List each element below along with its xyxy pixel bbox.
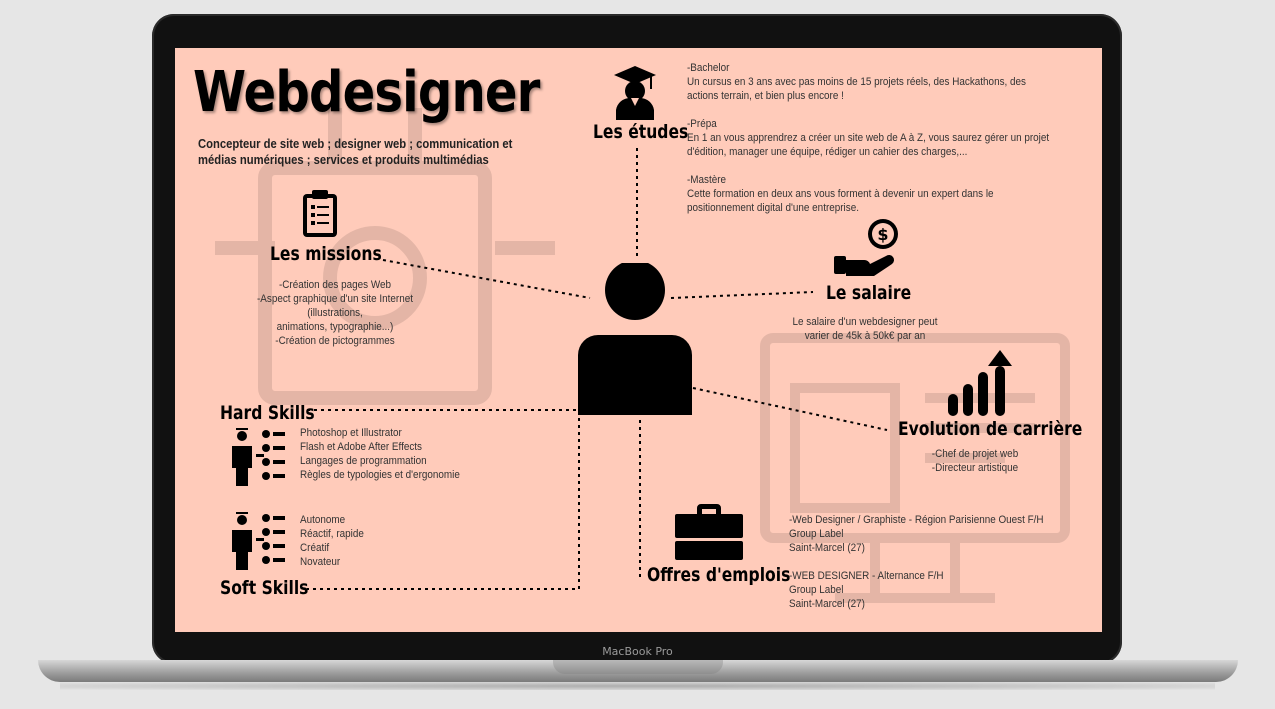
etudes-text: -Bachelor Un cursus en 3 ans avec pas mo… — [687, 62, 1050, 214]
connector-salaire — [670, 291, 814, 299]
offre-1: -Web Designer / Graphiste - Région Paris… — [789, 514, 1044, 554]
page-subtitle: Concepteur de site web ; designer web ; … — [198, 137, 513, 167]
salaire-text: Le salaire d'un webdesigner peut varier … — [792, 316, 938, 342]
hard-skills-text: Photoshop et Illustrator Flash et Adobe … — [300, 427, 460, 481]
salaire-heading: Le salaire — [826, 282, 912, 304]
offres-heading: Offres d'emplois — [647, 564, 791, 586]
hard-skills-icon — [232, 428, 285, 486]
evolution-text: -Chef de projet web -Directeur artistiqu… — [931, 448, 1019, 474]
connector-missions — [382, 259, 591, 299]
connector-lines — [307, 148, 888, 590]
person-icon — [578, 263, 692, 415]
missions-heading: Les missions — [270, 243, 382, 265]
connector-evolution — [692, 387, 888, 431]
growth-chart-icon — [948, 350, 1012, 416]
etudes-heading: Les études — [593, 121, 689, 143]
svg-text:$: $ — [877, 225, 888, 244]
infographic-screen: Webdesigner Concepteur de site web ; des… — [175, 48, 1102, 632]
missions-text: -Création des pages Web -Aspect graphiqu… — [256, 279, 413, 347]
soft-skills-heading: Soft Skills — [220, 577, 309, 599]
evolution-heading: Evolution de carrière — [898, 418, 1083, 440]
laptop-notch — [553, 660, 723, 674]
bezel-label: MacBook Pro — [602, 645, 673, 658]
money-hand-icon: $ — [834, 219, 898, 276]
soft-skills-text: Autonome Réactif, rapide Créatif Novateu… — [300, 514, 364, 568]
briefcase-icon — [675, 504, 743, 560]
laptop-shadow — [60, 682, 1215, 690]
connector-skills — [307, 409, 580, 590]
hard-skills-heading: Hard Skills — [220, 402, 315, 424]
watermark-illustration-left — [215, 108, 555, 405]
soft-skills-icon — [232, 512, 285, 570]
offre-2: -WEB DESIGNER - Alternance F/H Group Lab… — [789, 570, 944, 610]
page-title: Webdesigner — [193, 60, 540, 125]
clipboard-icon — [303, 190, 337, 237]
graduate-icon — [614, 66, 656, 120]
